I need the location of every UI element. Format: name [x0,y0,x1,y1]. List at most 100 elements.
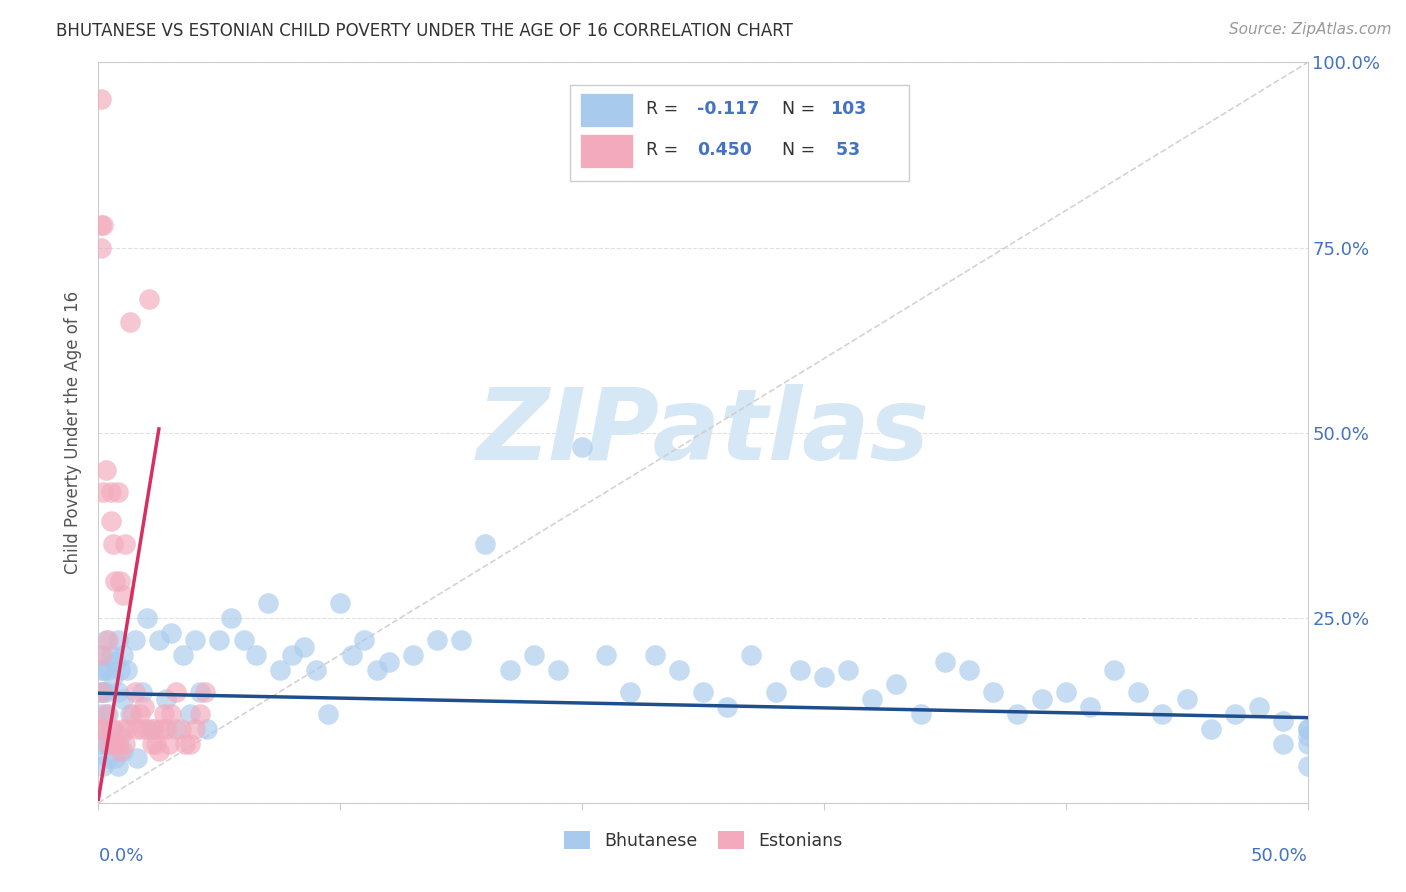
Bhutanese [172,648,194,662]
Bhutanese [111,692,134,706]
Estonians [165,685,187,699]
Estonians [152,706,174,721]
Bhutanese [148,632,170,647]
Estonians [90,722,112,736]
Bhutanese [716,699,738,714]
Bhutanese [547,663,569,677]
FancyBboxPatch shape [569,85,908,181]
Bhutanese [934,655,956,669]
Estonians [90,648,112,662]
Estonians [174,737,197,751]
Estonians [179,737,201,751]
Bhutanese [111,744,134,758]
Bhutanese [104,655,127,669]
Estonians [104,574,127,588]
Estonians [114,536,136,550]
FancyBboxPatch shape [579,93,633,127]
Bhutanese [1223,706,1246,721]
Estonians [97,632,120,647]
Estonians [101,722,124,736]
Text: R =: R = [647,100,683,118]
Bhutanese [305,663,328,677]
Bhutanese [342,648,364,662]
Estonians [138,293,160,307]
Bhutanese [886,677,908,691]
Text: 103: 103 [830,100,866,118]
Bhutanese [141,722,163,736]
Bhutanese [108,729,131,743]
Bhutanese [104,751,127,765]
Text: Source: ZipAtlas.com: Source: ZipAtlas.com [1229,22,1392,37]
Bhutanese [1296,722,1319,736]
Estonians [111,589,134,603]
Bhutanese [1272,714,1295,729]
Bhutanese [910,706,932,721]
Bhutanese [117,663,139,677]
Bhutanese [90,663,112,677]
Bhutanese [1054,685,1077,699]
Bhutanese [221,610,243,624]
Estonians [127,722,149,736]
Bhutanese [619,685,641,699]
Text: 0.0%: 0.0% [98,847,143,865]
Bhutanese [765,685,787,699]
Bhutanese [90,722,112,736]
Bhutanese [571,441,593,455]
Bhutanese [1031,692,1053,706]
FancyBboxPatch shape [579,134,633,168]
Bhutanese [316,706,339,721]
Text: N =: N = [782,141,820,159]
Bhutanese [127,751,149,765]
Bhutanese [474,536,496,550]
Bhutanese [1296,729,1319,743]
Estonians [107,484,129,499]
Bhutanese [91,648,114,662]
Bhutanese [860,692,883,706]
Estonians [145,737,167,751]
Bhutanese [108,663,131,677]
Bhutanese [184,632,207,647]
Estonians [131,722,153,736]
Bhutanese [107,632,129,647]
Bhutanese [118,706,141,721]
Bhutanese [111,648,134,662]
Bhutanese [366,663,388,677]
Estonians [134,699,156,714]
Bhutanese [1296,722,1319,736]
Bhutanese [188,685,211,699]
Bhutanese [353,632,375,647]
Estonians [160,706,183,721]
Text: 50.0%: 50.0% [1251,847,1308,865]
Estonians [184,722,207,736]
Text: BHUTANESE VS ESTONIAN CHILD POVERTY UNDER THE AGE OF 16 CORRELATION CHART: BHUTANESE VS ESTONIAN CHILD POVERTY UNDE… [56,22,793,40]
Bhutanese [498,663,520,677]
Estonians [90,92,112,106]
Estonians [97,737,120,751]
Bhutanese [269,663,291,677]
Bhutanese [1128,685,1150,699]
Bhutanese [1078,699,1101,714]
Estonians [94,706,117,721]
Estonians [117,722,139,736]
Estonians [101,536,124,550]
Bhutanese [107,685,129,699]
Estonians [128,706,150,721]
Bhutanese [981,685,1004,699]
Estonians [150,722,173,736]
Bhutanese [692,685,714,699]
Bhutanese [281,648,304,662]
Estonians [91,219,114,233]
Bhutanese [91,685,114,699]
Bhutanese [292,640,315,655]
Bhutanese [1249,699,1271,714]
Bhutanese [232,632,254,647]
Bhutanese [957,663,980,677]
Bhutanese [426,632,449,647]
Bhutanese [1272,737,1295,751]
Bhutanese [100,722,122,736]
Estonians [114,737,136,751]
Bhutanese [91,758,114,772]
Bhutanese [1296,758,1319,772]
Text: -0.117: -0.117 [697,100,759,118]
Bhutanese [1152,706,1174,721]
